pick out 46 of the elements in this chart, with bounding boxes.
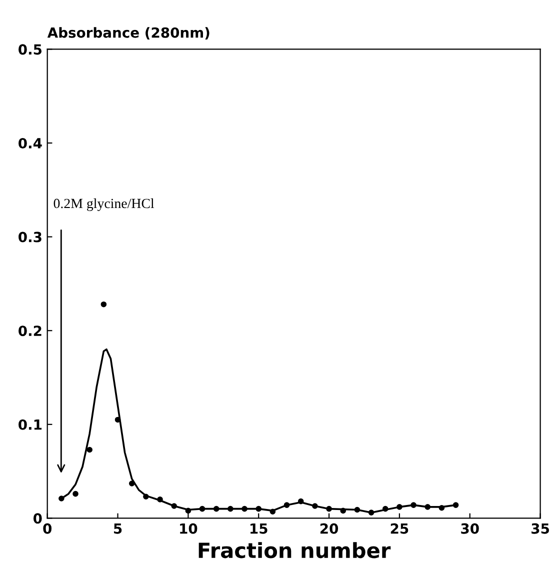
- point: [242, 506, 248, 512]
- point: [368, 510, 374, 516]
- x-tick-label: 35: [532, 523, 549, 534]
- point: [452, 502, 459, 508]
- x-tick-label: 0: [43, 523, 52, 534]
- point: [114, 416, 121, 423]
- point: [128, 480, 135, 486]
- point: [256, 506, 262, 512]
- point: [396, 504, 402, 510]
- x-tick-label: 30: [461, 523, 479, 534]
- y-tick-label: 0.3: [18, 232, 42, 242]
- point: [410, 502, 416, 508]
- point: [171, 503, 177, 509]
- point: [438, 504, 445, 511]
- point: [86, 446, 92, 453]
- point: [354, 506, 360, 513]
- annotation: 0.2M glycine/HCl: [54, 198, 154, 212]
- point: [100, 301, 107, 308]
- point: [157, 496, 163, 502]
- x-axis-title: Fraction number: [198, 542, 391, 558]
- point: [72, 490, 78, 497]
- point: [312, 503, 318, 509]
- x-tick-label: 25: [390, 523, 408, 534]
- point: [284, 502, 290, 508]
- x-tick-label: 15: [250, 523, 268, 534]
- y-tick-label: 0.1: [18, 419, 42, 430]
- point: [185, 508, 192, 514]
- point: [143, 494, 149, 500]
- point: [199, 506, 206, 512]
- point: [382, 506, 388, 512]
- point: [326, 506, 332, 512]
- x-tick-label: 5: [114, 523, 122, 534]
- y-axis-title: Absorbance (280nm): [47, 27, 210, 40]
- point: [58, 496, 64, 502]
- x-tick-label: 10: [180, 523, 198, 534]
- point: [424, 504, 431, 510]
- y-tick-label: 0: [33, 513, 42, 524]
- y-tick-label: 0.2: [18, 326, 42, 336]
- point: [340, 508, 346, 514]
- point: [298, 498, 304, 504]
- point: [228, 506, 234, 512]
- x-tick-label: 20: [320, 523, 338, 534]
- point: [213, 506, 220, 512]
- point: [270, 508, 276, 515]
- y-tick-label: 0.5: [18, 44, 42, 55]
- y-tick-label: 0.4: [18, 138, 42, 148]
